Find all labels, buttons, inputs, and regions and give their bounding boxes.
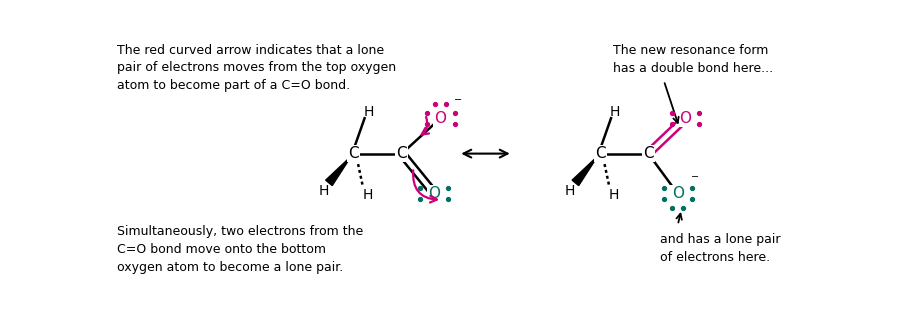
Text: H: H [362,188,373,202]
Text: The red curved arrow indicates that a lone
pair of electrons moves from the top : The red curved arrow indicates that a lo… [117,43,397,92]
Text: C: C [349,146,359,161]
Polygon shape [326,156,351,186]
Text: H: H [363,105,374,119]
Text: H: H [319,184,329,198]
Text: O: O [679,111,692,126]
Text: O: O [435,111,447,126]
Polygon shape [572,156,597,186]
Text: O: O [429,186,440,201]
Text: Simultaneously, two electrons from the
C=O bond move onto the bottom
oxygen atom: Simultaneously, two electrons from the C… [117,225,363,274]
Text: H: H [610,105,620,119]
Text: $^{-}$: $^{-}$ [690,173,699,187]
Text: C: C [397,146,407,161]
Text: O: O [672,186,684,201]
Text: The new resonance form
has a double bond here...: The new resonance form has a double bond… [614,43,774,75]
Text: $^{-}$: $^{-}$ [453,96,462,110]
Text: H: H [609,188,619,202]
Text: H: H [565,184,575,198]
Text: C: C [595,146,606,161]
Text: C: C [643,146,654,161]
Text: and has a lone pair
of electrons here.: and has a lone pair of electrons here. [660,233,780,264]
